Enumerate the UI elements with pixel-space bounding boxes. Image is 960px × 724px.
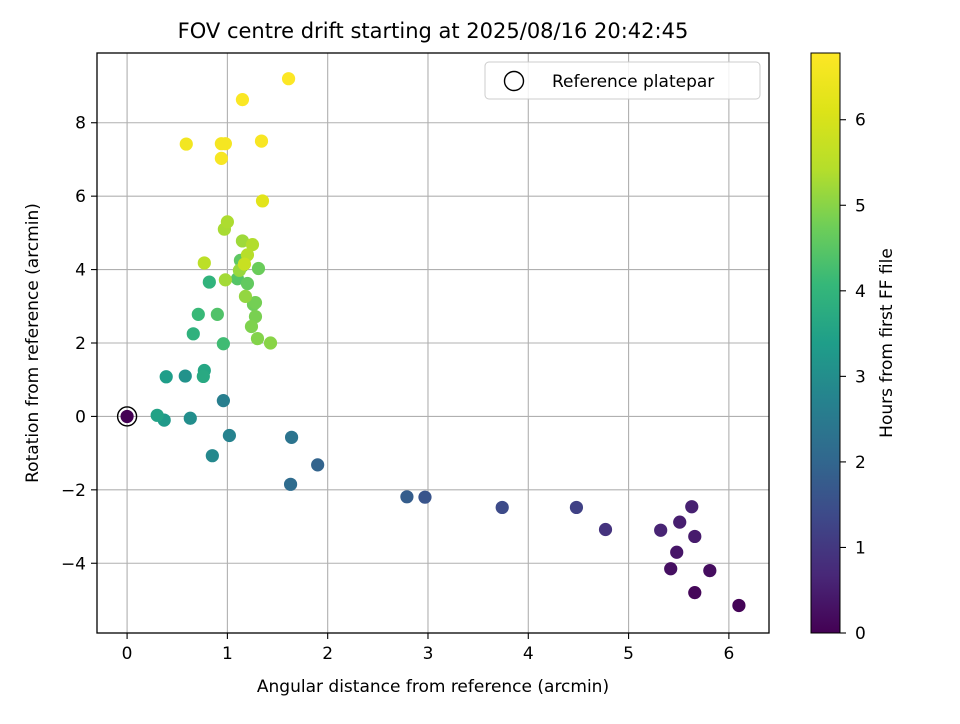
data-point [703, 563, 717, 578]
data-point [598, 522, 613, 537]
data-point [120, 409, 134, 424]
data-point [186, 327, 200, 341]
data-point [237, 257, 252, 271]
data-point [210, 307, 224, 321]
data-point [235, 234, 250, 248]
data-point [673, 515, 687, 529]
data-point [220, 215, 234, 229]
data-point [245, 238, 260, 252]
data-point [244, 319, 259, 334]
data-point [240, 276, 255, 291]
data-point [248, 309, 263, 324]
legend-box [484, 61, 761, 100]
colorbar-tick-label: 0 [855, 624, 866, 644]
colorbar-tick-label: 2 [855, 453, 866, 473]
legend-label: Reference platepar [552, 72, 714, 92]
data-point [732, 598, 746, 613]
data-point [685, 500, 699, 514]
data-point [214, 151, 228, 165]
x-axis-ticks: 0 1 2 3 4 5 6 [122, 633, 734, 664]
data-point [654, 523, 668, 537]
legend: Reference platepar [484, 61, 761, 100]
y-tick-label: 6 [75, 187, 86, 207]
y-tick-label: 8 [75, 114, 86, 134]
data-point [688, 529, 702, 544]
data-point [216, 337, 230, 351]
data-point [216, 394, 230, 408]
data-point [196, 369, 210, 384]
data-point [250, 331, 265, 346]
data-point [688, 586, 702, 600]
data-point [284, 430, 299, 444]
x-tick-label: 4 [523, 644, 534, 664]
x-tick-label: 0 [122, 644, 133, 664]
data-point [311, 458, 325, 472]
chart-title: FOV centre drift starting at 2025/08/16 … [178, 19, 689, 43]
colorbar-tick-label: 1 [855, 538, 866, 558]
data-point [495, 500, 509, 515]
x-tick-label: 5 [623, 644, 634, 664]
x-tick-label: 2 [322, 644, 333, 664]
legend-open-circle-icon [503, 70, 525, 92]
colorbar-tick-label: 5 [855, 196, 866, 216]
x-tick-label: 3 [423, 644, 434, 664]
data-point [254, 134, 269, 148]
data-point [569, 500, 584, 515]
data-point [179, 137, 193, 151]
data-point [218, 137, 232, 151]
data-point [251, 261, 266, 276]
y-axis-label: Rotation from reference (arcmin) [23, 203, 43, 483]
y-tick-label: 2 [75, 334, 86, 354]
colorbar-ticks: 0 1 2 3 4 5 6 [840, 111, 866, 644]
x-tick-label: 1 [222, 644, 233, 664]
colorbar-label: Hours from first FF file [877, 248, 897, 438]
data-point [205, 449, 219, 463]
x-axis-label: Angular distance from reference (arcmin) [257, 677, 609, 697]
data-point [191, 307, 205, 321]
data-point [178, 369, 192, 383]
data-point [400, 490, 414, 504]
data-point [418, 490, 432, 504]
data-point [263, 336, 278, 350]
colorbar-tick-label: 3 [855, 367, 866, 387]
data-point [281, 72, 296, 86]
data-point [222, 428, 236, 443]
gridlines [97, 53, 769, 633]
reference-platepar-marker [116, 406, 138, 427]
data-point [670, 545, 684, 559]
data-point [159, 370, 173, 384]
data-point [255, 194, 270, 208]
data-point [218, 273, 232, 287]
data-point [183, 411, 197, 425]
data-point [248, 296, 263, 310]
y-tick-label: 0 [75, 407, 86, 427]
y-axis-ticks: −4 −2 0 2 4 6 8 [61, 114, 97, 574]
y-tick-label: −4 [61, 554, 86, 574]
data-point [150, 408, 164, 422]
data-point [238, 289, 253, 303]
data-point [197, 256, 211, 270]
data-point [283, 477, 298, 491]
x-tick-label: 6 [723, 644, 734, 664]
data-point [664, 562, 678, 576]
data-point [235, 93, 250, 107]
data-point [202, 275, 216, 289]
y-tick-label: −2 [61, 481, 86, 501]
data-points [116, 72, 746, 613]
colorbar-tick-label: 6 [855, 111, 866, 131]
y-tick-label: 4 [75, 261, 86, 281]
colorbar-tick-label: 4 [855, 282, 866, 302]
colorbar [810, 52, 841, 634]
